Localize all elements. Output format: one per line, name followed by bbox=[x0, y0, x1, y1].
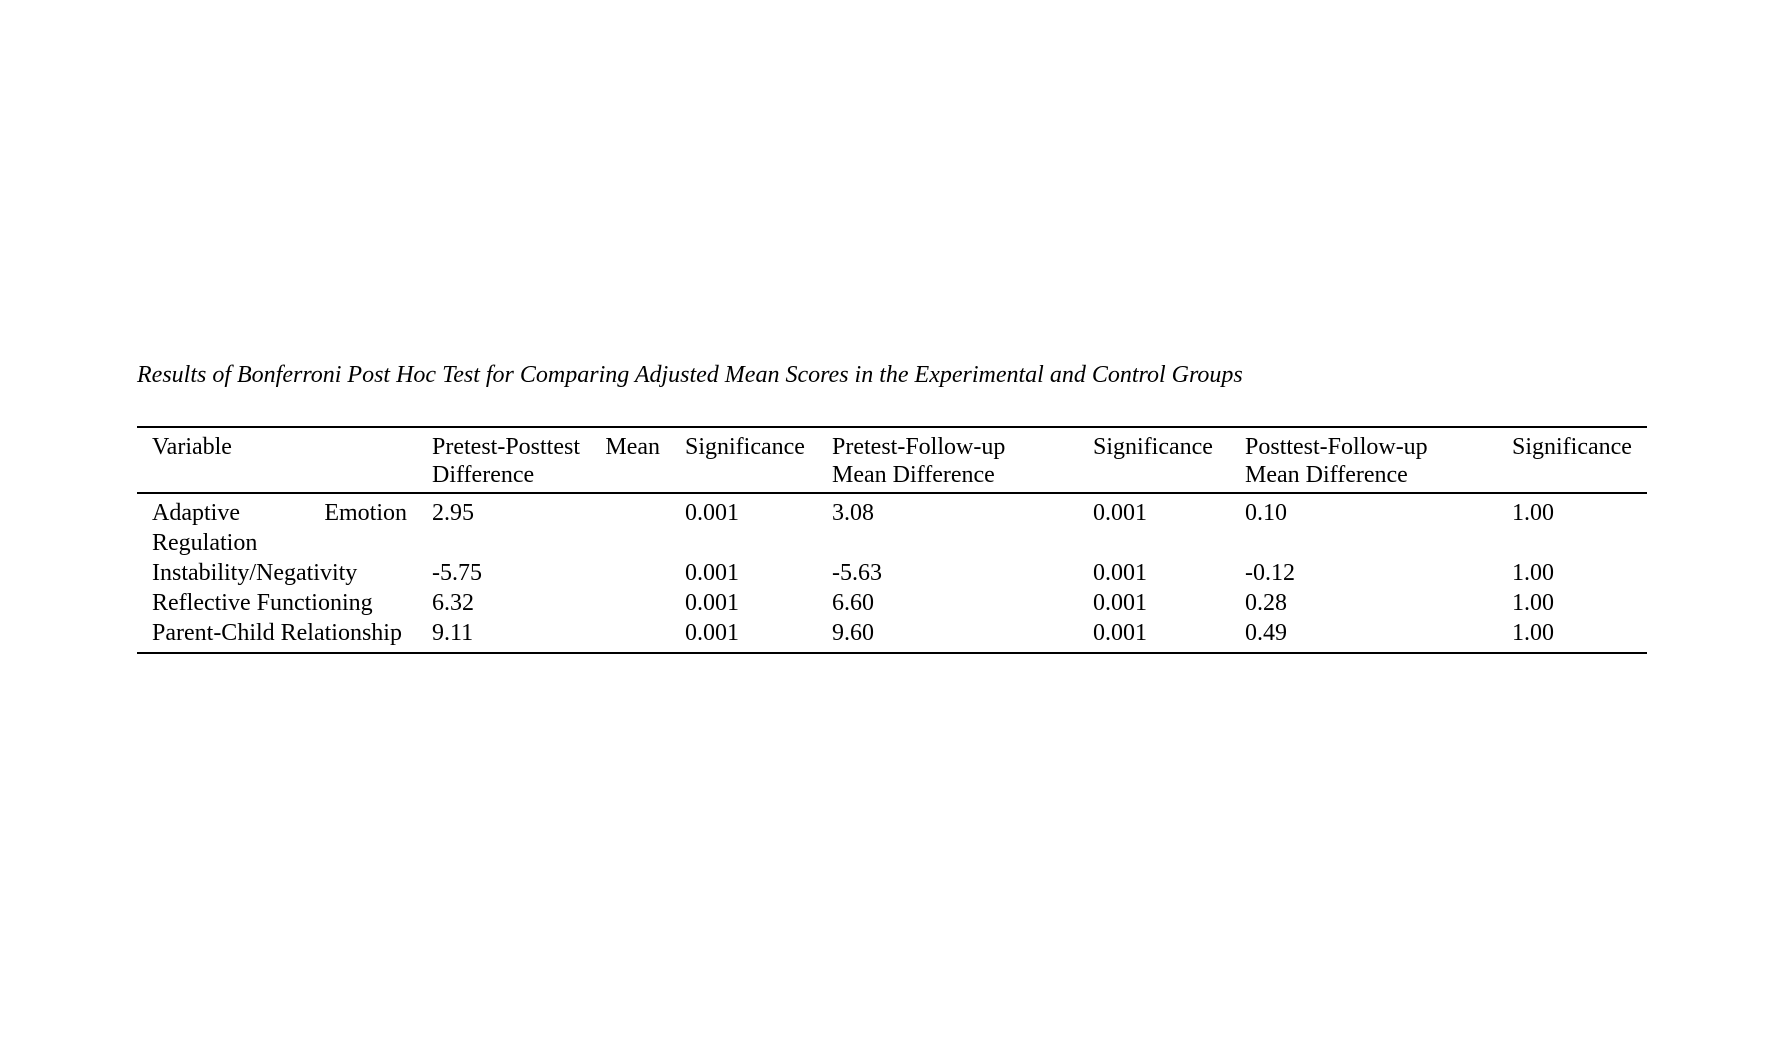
value-text: 3.08 bbox=[832, 500, 874, 526]
header-cell-3-line: Mean Difference bbox=[832, 462, 995, 488]
value-text: -5.63 bbox=[832, 560, 882, 586]
value-text: 9.11 bbox=[432, 620, 474, 646]
header-row: Variable Pretest-Posttest Mean Difference S… bbox=[137, 427, 1647, 493]
header-cell-3: Pretest-Follow-up Mean Difference bbox=[817, 427, 1078, 493]
value-text: 9.60 bbox=[832, 620, 874, 646]
value-cell-2: 6.60 bbox=[817, 588, 1078, 618]
table-row-3: Parent-Child Relationship 9.11 0.001 9.60 0.… bbox=[137, 618, 1647, 653]
value-cell-2: 9.60 bbox=[817, 618, 1078, 653]
value-text: 0.001 bbox=[1093, 500, 1147, 526]
value-text: 1.00 bbox=[1512, 590, 1554, 616]
header-cell-4-line: Significance bbox=[1093, 434, 1213, 460]
table-row-2: Reflective Functioning 6.32 0.001 6.60 0.001… bbox=[137, 588, 1647, 618]
header-cell-1-line: Difference bbox=[432, 462, 535, 488]
value-cell-4: 0.28 bbox=[1230, 588, 1497, 618]
value-cell-5: 1.00 bbox=[1497, 493, 1647, 558]
value-cell-1: 0.001 bbox=[670, 588, 817, 618]
value-text: 1.00 bbox=[1512, 500, 1554, 526]
value-cell-4: 0.10 bbox=[1230, 493, 1497, 558]
header-cell-3-line: Pretest-Follow-up bbox=[832, 434, 1006, 460]
header-cell-5-line: Mean Difference bbox=[1245, 462, 1408, 488]
header-cell-4: Significance bbox=[1078, 427, 1230, 493]
value-text: -0.12 bbox=[1245, 560, 1295, 586]
variable-cell: Parent-Child Relationship bbox=[137, 618, 417, 653]
value-text: 0.001 bbox=[685, 560, 739, 586]
value-cell-3: 0.001 bbox=[1078, 618, 1230, 653]
variable-cell-line: Parent-Child Relationship bbox=[152, 620, 402, 646]
value-cell-5: 1.00 bbox=[1497, 588, 1647, 618]
table-row-0: Adaptive Emotion Regulation 2.95 0.001 3.08 0… bbox=[137, 493, 1647, 558]
value-cell-3: 0.001 bbox=[1078, 588, 1230, 618]
variable-cell-line: Adaptive Emotion bbox=[152, 500, 407, 526]
value-text: 1.00 bbox=[1512, 560, 1554, 586]
value-text: 0.001 bbox=[1093, 560, 1147, 586]
value-text: 0.28 bbox=[1245, 590, 1287, 616]
value-cell-4: 0.49 bbox=[1230, 618, 1497, 653]
value-text: 0.10 bbox=[1245, 500, 1287, 526]
header-cell-2-line: Significance bbox=[685, 434, 805, 460]
variable-cell: Instability/Negativity bbox=[137, 558, 417, 588]
value-cell-0: 6.32 bbox=[417, 588, 670, 618]
value-cell-0: 2.95 bbox=[417, 493, 670, 558]
variable-cell-line: Reflective Functioning bbox=[152, 590, 373, 616]
variable-cell-line: Instability/Negativity bbox=[152, 560, 358, 586]
results-table: Variable Pretest-Posttest Mean Difference S… bbox=[137, 426, 1647, 654]
value-text: -5.75 bbox=[432, 560, 482, 586]
value-cell-1: 0.001 bbox=[670, 558, 817, 588]
header-cell-1-line: Pretest-Posttest Mean bbox=[432, 434, 660, 460]
header-cell-5-line: Posttest-Follow-up bbox=[1245, 434, 1428, 460]
table-header: Variable Pretest-Posttest Mean Difference S… bbox=[137, 427, 1647, 493]
table-body: Adaptive Emotion Regulation 2.95 0.001 3.08 0… bbox=[137, 493, 1647, 653]
value-text: 0.001 bbox=[685, 620, 739, 646]
value-text: 2.95 bbox=[432, 500, 474, 526]
value-cell-3: 0.001 bbox=[1078, 558, 1230, 588]
value-text: 0.49 bbox=[1245, 620, 1287, 646]
header-cell-5: Posttest-Follow-up Mean Difference bbox=[1230, 427, 1497, 493]
header-cell-6-line: Significance bbox=[1512, 434, 1632, 460]
value-cell-3: 0.001 bbox=[1078, 493, 1230, 558]
header-cell-2: Significance bbox=[670, 427, 817, 493]
value-cell-0: -5.75 bbox=[417, 558, 670, 588]
variable-cell: Adaptive Emotion Regulation bbox=[137, 493, 417, 558]
value-cell-1: 0.001 bbox=[670, 493, 817, 558]
header-cell-1: Pretest-Posttest Mean Difference bbox=[417, 427, 670, 493]
value-cell-1: 0.001 bbox=[670, 618, 817, 653]
variable-cell-line: Regulation bbox=[152, 530, 258, 556]
value-cell-2: -5.63 bbox=[817, 558, 1078, 588]
value-text: 0.001 bbox=[1093, 620, 1147, 646]
value-text: 0.001 bbox=[685, 500, 739, 526]
header-cell-0: Variable bbox=[137, 427, 417, 493]
value-text: 6.32 bbox=[432, 590, 474, 616]
value-cell-4: -0.12 bbox=[1230, 558, 1497, 588]
header-cell-0-line: Variable bbox=[152, 434, 232, 460]
header-cell-6: Significance bbox=[1497, 427, 1647, 493]
table-row-1: Instability/Negativity -5.75 0.001 -5.63 0.0… bbox=[137, 558, 1647, 588]
table-title: Results of Bonferroni Post Hoc Test for … bbox=[137, 362, 1243, 388]
value-text: 0.001 bbox=[685, 590, 739, 616]
value-text: 6.60 bbox=[832, 590, 874, 616]
value-cell-5: 1.00 bbox=[1497, 618, 1647, 653]
value-cell-0: 9.11 bbox=[417, 618, 670, 653]
value-cell-5: 1.00 bbox=[1497, 558, 1647, 588]
variable-cell: Reflective Functioning bbox=[137, 588, 417, 618]
value-cell-2: 3.08 bbox=[817, 493, 1078, 558]
value-text: 1.00 bbox=[1512, 620, 1554, 646]
value-text: 0.001 bbox=[1093, 590, 1147, 616]
